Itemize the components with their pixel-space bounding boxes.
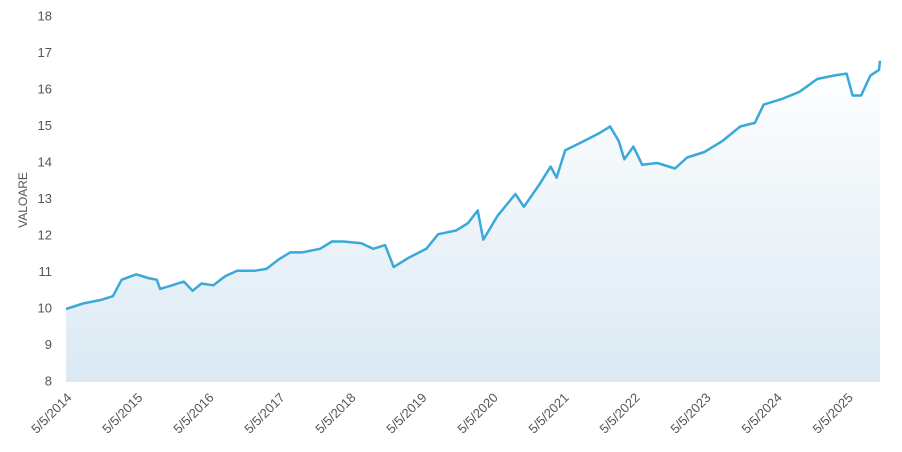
x-tick-label: 5/5/2014 bbox=[28, 390, 74, 436]
x-tick-label: 5/5/2020 bbox=[454, 390, 500, 436]
y-axis-label: VALOARE bbox=[16, 172, 30, 228]
y-tick-label: 9 bbox=[45, 337, 52, 352]
x-tick-label: 5/5/2015 bbox=[99, 390, 145, 436]
x-tick-label: 5/5/2024 bbox=[739, 390, 785, 436]
x-tick-label: 5/5/2022 bbox=[596, 390, 642, 436]
y-tick-label: 13 bbox=[38, 191, 52, 206]
y-tick-label: 15 bbox=[38, 118, 52, 133]
x-tick-label: 5/5/2017 bbox=[241, 390, 287, 436]
y-tick-label: 12 bbox=[38, 227, 52, 242]
x-tick-label: 5/5/2019 bbox=[383, 390, 429, 436]
y-tick-label: 16 bbox=[38, 81, 52, 96]
x-tick-label: 5/5/2025 bbox=[809, 390, 855, 436]
y-tick-label: 8 bbox=[45, 373, 52, 388]
x-tick-label: 5/5/2018 bbox=[312, 390, 358, 436]
y-tick-label: 17 bbox=[38, 45, 52, 60]
x-tick-label: 5/5/2021 bbox=[525, 390, 571, 436]
area bbox=[66, 60, 880, 383]
y-tick-label: 18 bbox=[38, 8, 52, 23]
line bbox=[65, 60, 882, 311]
x-tick-label: 5/5/2023 bbox=[667, 390, 713, 436]
y-tick-label: 11 bbox=[39, 264, 53, 279]
y-tick-label: 10 bbox=[38, 300, 52, 315]
y-tick-label: 14 bbox=[38, 154, 52, 169]
x-tick-label: 5/5/2016 bbox=[170, 390, 216, 436]
